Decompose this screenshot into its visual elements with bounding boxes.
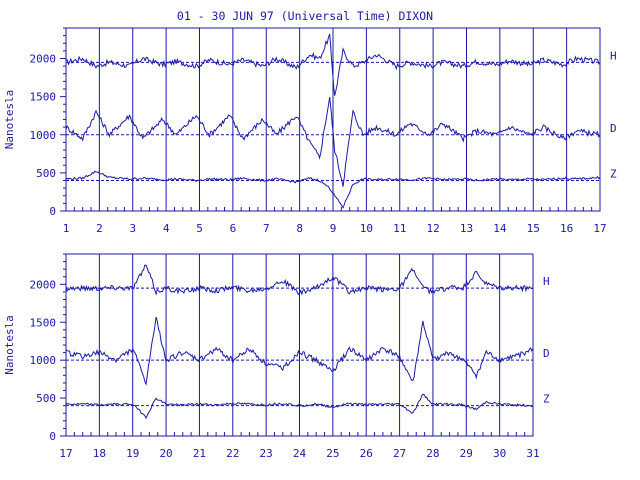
x-tick-label: 22 <box>226 447 239 460</box>
x-tick-label: 17 <box>59 447 72 460</box>
x-tick-label: 11 <box>393 222 406 235</box>
y-tick-label: 2000 <box>30 278 57 291</box>
y-axis-label: Nanotesla <box>3 90 16 150</box>
series-label: H <box>543 275 550 288</box>
x-tick-label: 10 <box>360 222 373 235</box>
x-tick-label: 4 <box>163 222 170 235</box>
x-tick-label: 16 <box>560 222 573 235</box>
x-tick-label: 1 <box>63 222 70 235</box>
y-tick-label: 1000 <box>30 129 57 142</box>
y-axis-label: Nanotesla <box>3 315 16 375</box>
x-tick-label: 5 <box>196 222 203 235</box>
x-tick-label: 31 <box>526 447 539 460</box>
x-tick-label: 13 <box>460 222 473 235</box>
x-tick-label: 30 <box>493 447 506 460</box>
x-tick-label: 27 <box>393 447 406 460</box>
y-tick-label: 2000 <box>30 53 57 66</box>
figure-title: 01 - 30 JUN 97 (Universal Time) DIXON <box>177 9 433 23</box>
panel-bottom: 17 18 19 20 21 22 23 24 25 26 27 28 29 30 31 0 500 1000 15… <box>3 253 550 460</box>
series-label: H <box>610 49 617 62</box>
x-tick-label: 18 <box>93 447 106 460</box>
y-tick-label: 500 <box>36 167 56 180</box>
y-tick-label: 0 <box>49 430 56 443</box>
x-tick-label: 21 <box>193 447 206 460</box>
x-tick-label: 28 <box>426 447 439 460</box>
y-tick-label: 1000 <box>30 354 57 367</box>
y-tick-label: 0 <box>49 205 56 218</box>
x-tick-label: 26 <box>360 447 373 460</box>
x-tick-label: 20 <box>159 447 172 460</box>
panel-top: 1 2 3 4 5 6 7 8 9 10 11 12 13 14 15 16 17050010001500200… <box>3 27 617 235</box>
series-label: Z <box>543 393 550 406</box>
series-line-z <box>65 393 534 420</box>
x-tick-label: 3 <box>129 222 136 235</box>
x-tick-label: 14 <box>493 222 507 235</box>
series-label: Z <box>610 168 617 181</box>
series-line-h <box>65 33 601 96</box>
x-tick-label: 19 <box>126 447 139 460</box>
series-label: D <box>610 122 617 135</box>
x-tick-label: 7 <box>263 222 270 235</box>
series-line-z <box>65 170 601 209</box>
x-tick-label: 15 <box>527 222 540 235</box>
x-tick-label: 8 <box>296 222 303 235</box>
series-line-d <box>65 97 601 187</box>
x-tick-label: 17 <box>593 222 606 235</box>
x-tick-label: 6 <box>230 222 237 235</box>
x-tick-label: 2 <box>96 222 103 235</box>
x-tick-label: 24 <box>293 447 307 460</box>
y-tick-label: 1500 <box>30 316 57 329</box>
x-tick-label: 29 <box>460 447 473 460</box>
y-tick-label: 500 <box>36 392 56 405</box>
x-tick-label: 23 <box>260 447 273 460</box>
series-label: D <box>543 347 550 360</box>
x-tick-label: 12 <box>427 222 440 235</box>
series-line-h <box>65 264 534 296</box>
x-tick-label: 9 <box>330 222 337 235</box>
y-tick-label: 1500 <box>30 91 57 104</box>
series-line-d <box>65 316 534 386</box>
x-tick-label: 25 <box>326 447 339 460</box>
